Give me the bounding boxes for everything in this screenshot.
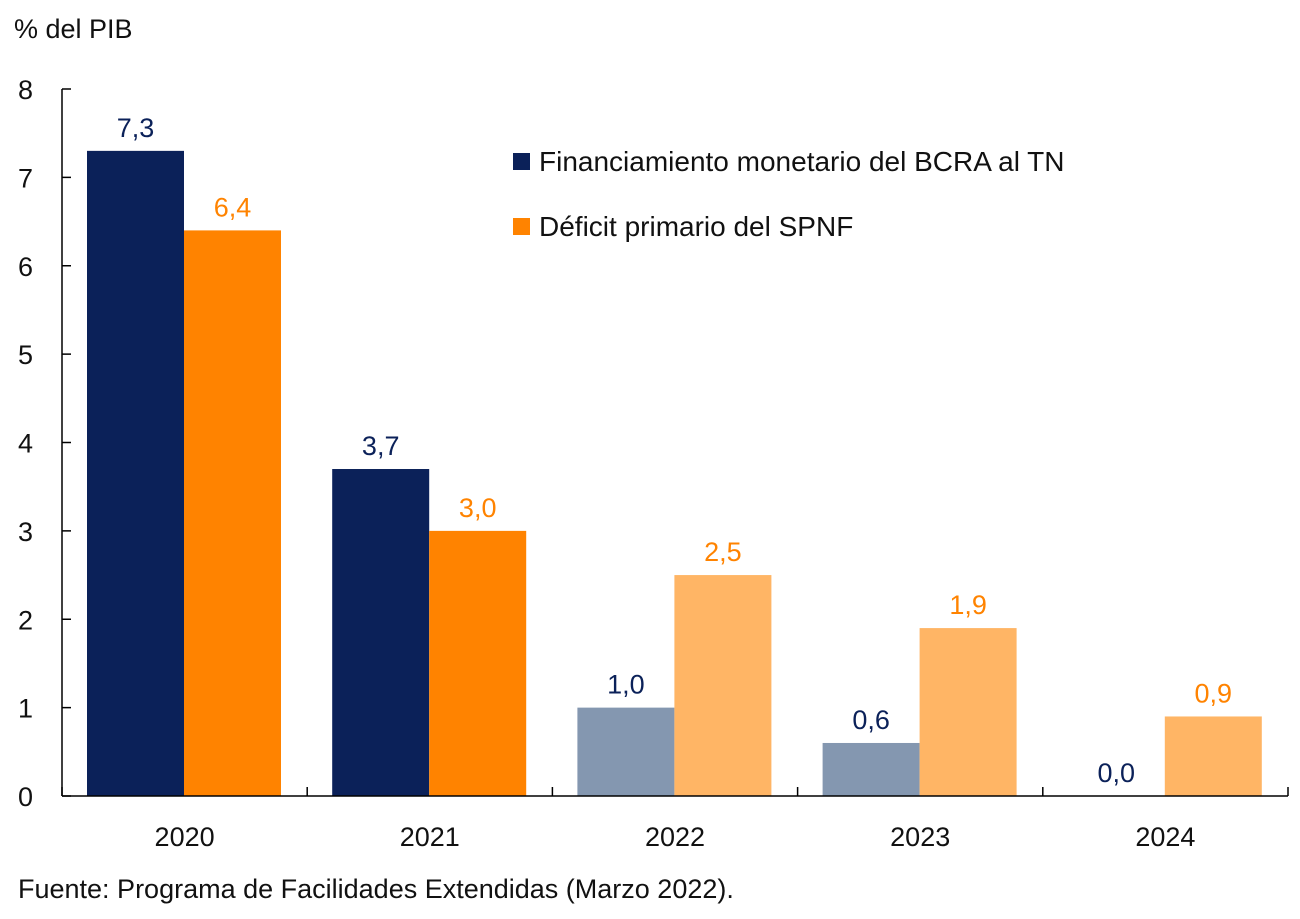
legend-label-financiamiento: Financiamiento monetario del BCRA al TN bbox=[539, 146, 1065, 177]
legend-swatch-financiamiento bbox=[513, 153, 530, 170]
bar-deficit-2022 bbox=[674, 575, 772, 796]
data-label-deficit-2024: 0,9 bbox=[1195, 678, 1233, 708]
data-label-deficit-2020: 6,4 bbox=[214, 192, 252, 222]
x-tick-label: 2024 bbox=[1135, 822, 1195, 852]
x-tick-label: 2020 bbox=[155, 822, 215, 852]
y-tick-label: 1 bbox=[18, 694, 33, 724]
y-tick-label: 6 bbox=[18, 252, 33, 282]
data-label-deficit-2023: 1,9 bbox=[949, 590, 987, 620]
source-note: Fuente: Programa de Facilidades Extendid… bbox=[18, 874, 734, 904]
legend-swatch-deficit bbox=[513, 218, 530, 235]
legend-label-deficit: Déficit primario del SPNF bbox=[539, 211, 853, 242]
data-label-financiamiento-2022: 1,0 bbox=[607, 670, 645, 700]
y-tick-label: 8 bbox=[18, 75, 33, 105]
data-label-financiamiento-2021: 3,7 bbox=[362, 431, 400, 461]
y-tick-label: 3 bbox=[18, 517, 33, 547]
y-tick-label: 0 bbox=[18, 782, 33, 812]
y-tick-label: 4 bbox=[18, 429, 33, 459]
data-label-deficit-2021: 3,0 bbox=[459, 493, 497, 523]
y-tick-label: 7 bbox=[18, 163, 33, 193]
y-axis-unit-label: % del PIB bbox=[14, 14, 133, 44]
bar-deficit-2024 bbox=[1164, 716, 1262, 796]
data-label-financiamiento-2020: 7,3 bbox=[117, 113, 155, 143]
x-tick-label: 2021 bbox=[400, 822, 460, 852]
data-label-financiamiento-2024: 0,0 bbox=[1098, 758, 1136, 788]
data-label-deficit-2022: 2,5 bbox=[704, 537, 742, 567]
bar-financiamiento-2023 bbox=[822, 742, 920, 796]
x-tick-label: 2023 bbox=[890, 822, 950, 852]
bar-deficit-2023 bbox=[919, 628, 1017, 796]
x-tick-label: 2022 bbox=[645, 822, 705, 852]
bar-financiamiento-2022 bbox=[577, 707, 675, 796]
y-tick-label: 2 bbox=[18, 605, 33, 635]
bar-financiamiento-2021 bbox=[332, 469, 430, 796]
data-label-financiamiento-2023: 0,6 bbox=[852, 705, 890, 735]
bar-deficit-2021 bbox=[429, 530, 527, 796]
bar-deficit-2020 bbox=[184, 230, 281, 796]
bar-financiamiento-2020 bbox=[87, 150, 184, 797]
y-tick-label: 5 bbox=[18, 340, 33, 370]
